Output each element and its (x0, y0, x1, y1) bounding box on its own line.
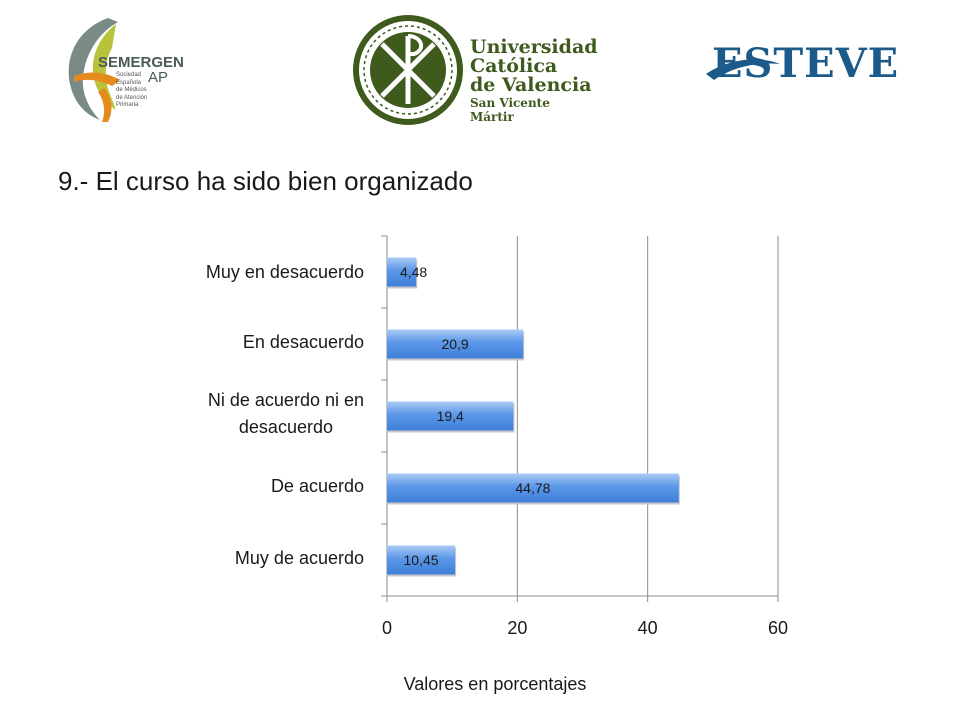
category-label-line: Muy en desacuerdo (205, 261, 364, 282)
ucv-seal-icon (353, 15, 463, 125)
ucv-name: Universidad Católica de Valencia (470, 38, 598, 95)
data-label: 4,48 (400, 264, 427, 280)
category-label-line: Ni de acuerdo ni en (207, 390, 364, 410)
bar (387, 257, 417, 287)
category-label: De acuerdo (271, 473, 364, 500)
semergen-caption-line: de Atención (116, 94, 148, 101)
x-tick-labels: 0 20 40 60 (382, 618, 788, 638)
category-label: Muy de acuerdo (235, 545, 364, 572)
data-label: 19,4 (437, 408, 464, 424)
category-label: En desacuerdo (243, 329, 364, 356)
x-axis-label: Valores en porcentajes (403, 674, 587, 694)
x-tick-label: 60 (768, 618, 788, 638)
bar (387, 545, 456, 575)
ucv-name-line: Universidad (470, 36, 598, 58)
semergen-caption-line: de Médicos (116, 87, 147, 93)
x-tick-label: 20 (507, 618, 527, 638)
category-label-line: En desacuerdo (242, 331, 364, 352)
chart-title: 9.- El curso ha sido bien organizado (58, 166, 473, 196)
category-label-line: desacuerdo (238, 417, 333, 437)
data-label: 44,78 (515, 480, 550, 496)
esteve-logo: ESTEVE (700, 34, 900, 94)
semergen-suffix: AP (148, 69, 169, 86)
esteve-swoosh-icon (706, 59, 780, 80)
bars (387, 257, 680, 577)
category-label: Muy en desacuerdo (206, 259, 364, 286)
esteve-name: ESTEVE (712, 40, 900, 87)
data-labels: 4,48 20,9 19,4 44,78 10,45 (400, 264, 551, 568)
semergen-caption-line: Sociedad (116, 72, 142, 78)
bar (387, 329, 524, 359)
x-tick-label: 0 (382, 618, 392, 638)
category-label: Ni de acuerdo ni en desacuerdo (208, 387, 364, 441)
x-tick-label: 40 (638, 618, 658, 638)
category-label-line: De acuerdo (270, 475, 364, 496)
semergen-caption-line: Primaria (116, 102, 139, 108)
ucv-name-line: Católica (470, 55, 558, 77)
ucv-name-line: de Valencia (470, 74, 592, 96)
semergen-logo: SEMERGEN AP Sociedad Española de Médicos… (60, 14, 210, 126)
ucv-subtitle: San Vicente Mártir (470, 96, 550, 124)
semergen-caption-line: Española (116, 79, 142, 86)
category-label-line: Muy de acuerdo (234, 547, 364, 568)
semergen-caption: Sociedad Española de Médicos de Atención… (116, 72, 147, 110)
bar (387, 401, 514, 431)
data-label: 10,45 (404, 552, 439, 568)
ucv-logo: Universidad Católica de Valencia San Vic… (352, 14, 598, 126)
semergen-name: SEMERGEN (98, 54, 184, 71)
bar (387, 473, 679, 503)
data-label: 20,9 (441, 336, 468, 352)
